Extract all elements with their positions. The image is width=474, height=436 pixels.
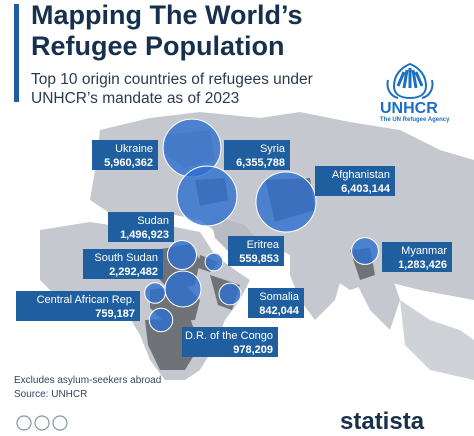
label-box bbox=[108, 212, 174, 242]
label-myanmar: Myanmar 1,283,426 bbox=[382, 242, 452, 272]
title-accent-bar bbox=[14, 4, 19, 102]
refugee-count: 1,496,923 bbox=[120, 229, 169, 241]
unhcr-wordmark: UNHCR bbox=[380, 100, 438, 117]
unhcr-tagline: The UN Refugee Agency bbox=[380, 117, 450, 123]
label-central-african-rep: Central African Rep. 759,187 bbox=[16, 291, 140, 321]
bubble-central-african-rep bbox=[144, 282, 166, 304]
bubble-afghanistan bbox=[255, 171, 317, 233]
page-title: Mapping The World’s Refugee Population bbox=[31, 0, 303, 61]
bubble-somalia bbox=[218, 282, 242, 306]
country-name: Central African Rep. bbox=[37, 294, 135, 306]
country-name: Ukraine bbox=[115, 143, 153, 155]
bubble-sudan bbox=[167, 240, 197, 270]
label-d-r-of-the-congo: D.R. of the Congo 978,209 bbox=[182, 327, 278, 357]
country-name: D.R. of the Congo bbox=[185, 330, 273, 342]
label-box bbox=[83, 249, 163, 279]
label-afghanistan: Afghanistan 6,403,144 bbox=[315, 166, 395, 196]
refugee-count: 559,853 bbox=[239, 253, 279, 265]
label-box bbox=[248, 288, 304, 318]
label-layer: Ukraine 5,960,362 Syria 6,355,788 Afghanista… bbox=[16, 140, 452, 357]
bubble-syria bbox=[176, 165, 238, 227]
refugee-count: 6,355,788 bbox=[236, 157, 285, 169]
refugee-count: 842,044 bbox=[259, 305, 300, 317]
refugee-count: 759,187 bbox=[95, 308, 135, 320]
label-box bbox=[224, 140, 290, 170]
label-eritrea: Eritrea 559,853 bbox=[228, 236, 284, 266]
refugee-count: 1,283,426 bbox=[398, 259, 447, 271]
label-box bbox=[315, 166, 395, 196]
label-sudan: Sudan 1,496,923 bbox=[108, 212, 174, 242]
refugee-count: 5,960,362 bbox=[104, 157, 153, 169]
label-syria: Syria 6,355,788 bbox=[224, 140, 290, 170]
refugee-count: 6,403,144 bbox=[341, 183, 391, 195]
creative-commons-icon bbox=[16, 415, 68, 431]
label-box bbox=[382, 242, 452, 272]
country-name: Afghanistan bbox=[332, 169, 390, 181]
country-name: Sudan bbox=[137, 215, 169, 227]
country-name: Syria bbox=[260, 143, 286, 155]
refugee-count: 978,209 bbox=[233, 344, 273, 356]
label-south-sudan: South Sudan 2,292,482 bbox=[83, 249, 163, 279]
country-name: Somalia bbox=[259, 291, 300, 303]
unhcr-logo-icon bbox=[386, 62, 434, 100]
bubble-eritrea bbox=[204, 252, 224, 272]
country-name: Eritrea bbox=[247, 239, 280, 251]
bubble-layer bbox=[144, 118, 379, 333]
label-box bbox=[92, 140, 158, 170]
page-subtitle: Top 10 origin countries of refugees unde… bbox=[31, 71, 313, 107]
label-box bbox=[16, 291, 140, 321]
label-box bbox=[228, 236, 284, 266]
bubble-south-sudan bbox=[164, 270, 202, 308]
source-note: Source: UNHCR bbox=[14, 389, 88, 400]
bubble-d-r-of-the-congo bbox=[148, 307, 174, 333]
country-name: Myanmar bbox=[401, 245, 447, 257]
statista-brand: statista bbox=[340, 408, 425, 435]
refugee-count: 2,292,482 bbox=[109, 266, 158, 278]
bubble-myanmar bbox=[351, 237, 379, 265]
footnote: Excludes asylum-seekers abroad bbox=[14, 375, 162, 386]
label-somalia: Somalia 842,044 bbox=[248, 288, 304, 318]
label-ukraine: Ukraine 5,960,362 bbox=[92, 140, 158, 170]
country-name: South Sudan bbox=[94, 252, 158, 264]
label-box bbox=[182, 327, 278, 357]
